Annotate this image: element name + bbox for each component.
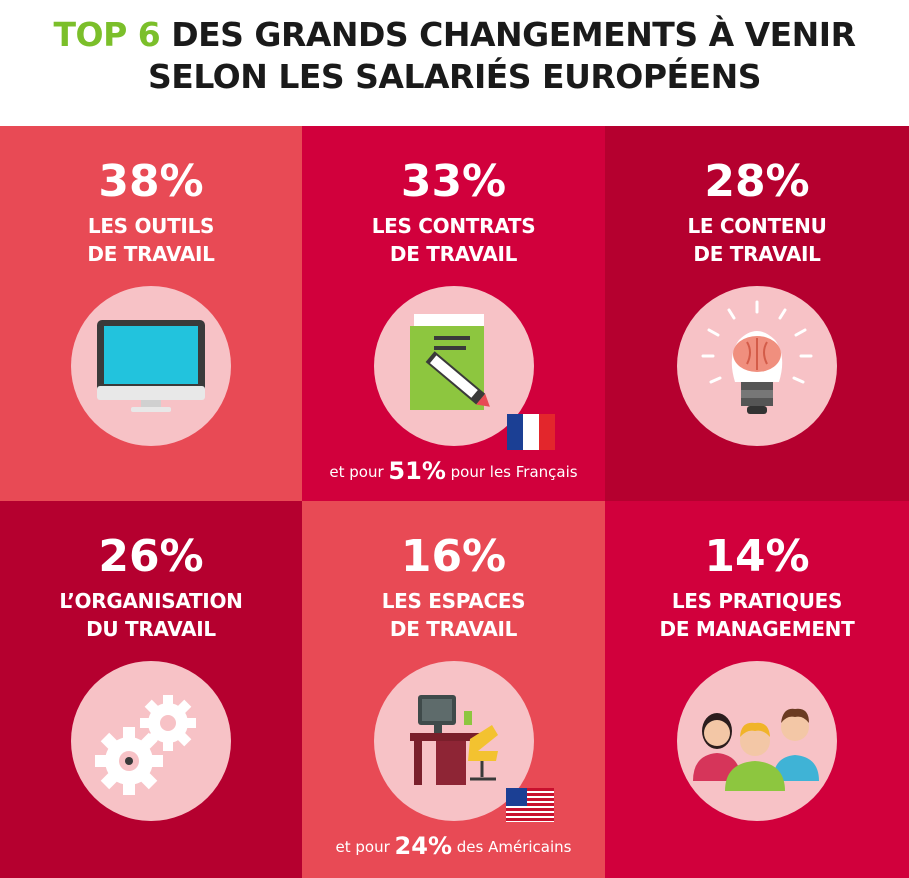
note-prefix: et pour [329, 463, 389, 481]
usa-flag-icon [506, 788, 554, 822]
stat-value: 14% [704, 531, 810, 582]
office-desk-icon [409, 695, 498, 785]
stat-tile-content: 28% LE CONTENU DE TRAVAIL [605, 126, 909, 501]
page-title: TOP 6 DES GRANDS CHANGEMENTS À VENIR SEL… [0, 14, 909, 98]
note-suffix: pour les Français [445, 463, 578, 481]
stat-label: LES ESPACES DE TRAVAIL [302, 587, 605, 643]
stat-label: LE CONTENU DE TRAVAIL [605, 212, 909, 268]
title-accent: TOP 6 [53, 15, 161, 54]
stat-label-line: LES CONTRATS [371, 214, 536, 238]
icon-circle [373, 286, 534, 446]
stat-label: L’ORGANISATION DU TRAVAIL [0, 587, 302, 643]
stat-label-line: L’ORGANISATION [59, 589, 243, 613]
stat-label-line: DE TRAVAIL [693, 242, 821, 266]
stat-value: 16% [400, 531, 507, 582]
stat-label: LES PRATIQUES DE MANAGEMENT [605, 587, 909, 643]
gears-icon [95, 695, 196, 795]
stat-tile-contracts: 33% LES CONTRATS DE TRAVAIL et pour 51% … [302, 126, 605, 501]
stat-label-line: DU TRAVAIL [86, 617, 216, 641]
contract-document-icon [409, 314, 490, 410]
stat-value: 26% [98, 531, 204, 582]
stat-label-line: DE TRAVAIL [389, 242, 518, 266]
note-prefix: et pour [335, 838, 395, 856]
stat-value: 38% [98, 156, 204, 207]
stat-tile-organisation: 26% L’ORGANISATION DU TRAVAIL [0, 501, 302, 878]
stat-tile-tools: 38% LES OUTILS DE TRAVAIL [0, 126, 302, 501]
stats-grid: 38% LES OUTILS DE TRAVAIL 33% LES CONTRA… [0, 126, 909, 878]
stat-label-line: LES OUTILS [87, 214, 215, 238]
stat-note: et pour 51% pour les Français [302, 456, 605, 487]
stat-label-line: LE CONTENU [687, 214, 827, 238]
brain-lightbulb-icon [701, 300, 813, 414]
note-value: 51% [388, 457, 446, 485]
stat-tile-management: 14% LES PRATIQUES DE MANAGEMENT [605, 501, 909, 878]
icon-circle [677, 286, 837, 446]
note-suffix: des Américains [452, 838, 572, 856]
title-line-1-text: DES GRANDS CHANGEMENTS À VENIR [160, 15, 856, 54]
stat-value: 28% [704, 156, 810, 207]
computer-monitor-icon [97, 320, 205, 412]
stat-label-line: DE MANAGEMENT [659, 617, 855, 641]
stat-label-line: LES ESPACES [381, 589, 526, 613]
stat-tile-spaces: 16% LES ESPACES DE TRAVAIL et pour 24% d… [302, 501, 605, 878]
stat-label: LES CONTRATS DE TRAVAIL [302, 212, 605, 268]
stat-note: et pour 24% des Américains [302, 831, 605, 862]
stat-label-line: LES PRATIQUES [671, 589, 843, 613]
stat-label-line: DE TRAVAIL [87, 242, 215, 266]
title-line-2: SELON LES SALARIÉS EUROPÉENS [148, 57, 761, 96]
icon-circle [71, 661, 231, 821]
stat-value: 33% [400, 156, 507, 207]
note-value: 24% [394, 832, 452, 860]
icon-circle [677, 661, 837, 821]
title-line-1: TOP 6 DES GRANDS CHANGEMENTS À VENIR [0, 14, 909, 56]
icon-circle [71, 286, 231, 446]
team-people-icon [693, 708, 819, 791]
france-flag-icon [507, 414, 555, 450]
stat-label: LES OUTILS DE TRAVAIL [0, 212, 302, 268]
stat-label-line: DE TRAVAIL [389, 617, 518, 641]
